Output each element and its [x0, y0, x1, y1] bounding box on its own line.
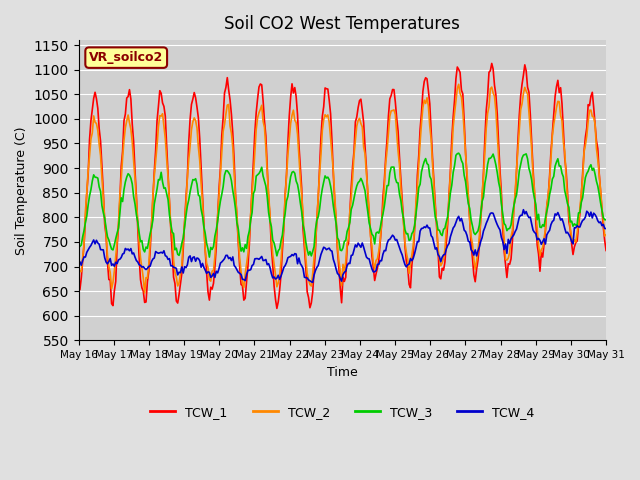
TCW_2	[602, 232, 610, 238]
TCW_2	[93, 120, 100, 126]
TCW_4	[520, 207, 527, 213]
TCW_1	[532, 218, 540, 224]
Line: TCW_3: TCW_3	[79, 153, 606, 257]
TCW_4	[75, 258, 83, 264]
TCW_3	[109, 247, 117, 253]
Title: Soil CO2 West Temperatures: Soil CO2 West Temperatures	[225, 15, 460, 33]
TCW_3	[532, 202, 540, 207]
TCW_2	[109, 279, 117, 285]
TCW_3	[93, 175, 100, 180]
TCW_2	[141, 290, 148, 296]
TCW_3	[602, 217, 610, 223]
TCW_3	[205, 254, 213, 260]
Line: TCW_1: TCW_1	[79, 63, 606, 308]
TCW_1	[93, 96, 100, 102]
TCW_1	[273, 305, 281, 311]
TCW_4	[309, 279, 317, 285]
Y-axis label: Soil Temperature (C): Soil Temperature (C)	[15, 126, 28, 254]
X-axis label: Time: Time	[327, 366, 358, 379]
TCW_1	[601, 238, 609, 243]
Line: TCW_4: TCW_4	[79, 210, 606, 282]
TCW_4	[93, 238, 100, 243]
TCW_1	[602, 248, 610, 253]
TCW_3	[348, 206, 355, 212]
TCW_2	[601, 233, 609, 239]
TCW_1	[348, 184, 355, 190]
TCW_4	[532, 231, 540, 237]
TCW_2	[452, 98, 460, 104]
Legend: TCW_1, TCW_2, TCW_3, TCW_4: TCW_1, TCW_2, TCW_3, TCW_4	[145, 401, 540, 424]
TCW_3	[455, 150, 463, 156]
TCW_3	[452, 153, 460, 158]
TCW_3	[75, 244, 83, 250]
TCW_1	[109, 303, 117, 309]
TCW_2	[455, 82, 463, 87]
TCW_4	[601, 226, 609, 231]
TCW_4	[452, 220, 460, 226]
TCW_1	[452, 76, 460, 82]
Text: VR_soilco2: VR_soilco2	[89, 51, 163, 64]
TCW_1	[488, 60, 495, 66]
TCW_4	[602, 226, 610, 231]
TCW_2	[348, 194, 355, 200]
TCW_2	[532, 211, 540, 216]
TCW_1	[75, 282, 83, 288]
TCW_4	[348, 252, 355, 258]
Line: TCW_2: TCW_2	[79, 84, 606, 293]
TCW_4	[109, 261, 117, 267]
TCW_3	[601, 217, 609, 223]
TCW_2	[75, 273, 83, 279]
